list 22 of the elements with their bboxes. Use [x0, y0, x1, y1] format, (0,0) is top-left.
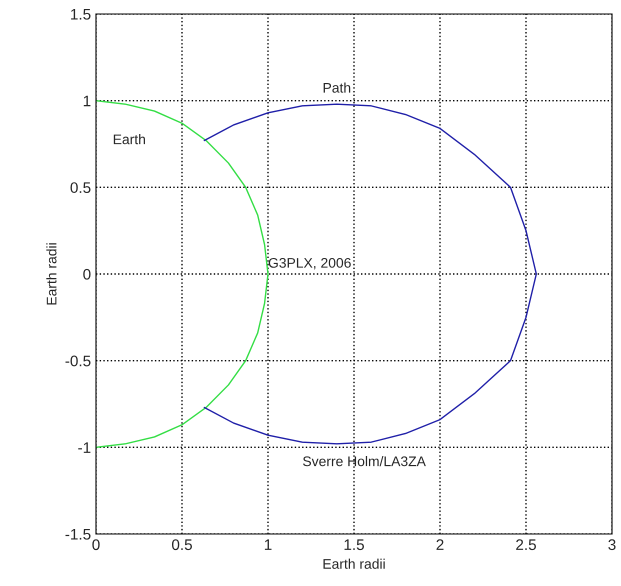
line-series	[96, 100, 269, 448]
y-tick-label: 0	[83, 268, 91, 280]
x-tick-label: 1.5	[344, 539, 364, 550]
x-tick-label: 1	[264, 539, 272, 550]
y-tick-label: -1.5	[65, 529, 90, 540]
annotation: Sverre Holm/LA3ZA	[303, 456, 426, 466]
y-tick-label: 0.5	[70, 182, 90, 194]
series-label: Earth	[114, 134, 145, 144]
y-tick-label: 1	[84, 96, 90, 106]
line-series	[204, 103, 538, 445]
x-tick-label: 2.5	[516, 539, 536, 550]
x-axis-title: Earth radii	[323, 558, 385, 569]
x-tick-label: 3	[608, 539, 616, 550]
x-tick-label: 2	[436, 539, 444, 550]
y-tick-label: 1.5	[71, 9, 90, 20]
y-tick-label: -0.5	[65, 356, 90, 366]
annotation: G3PLX, 2006	[268, 258, 351, 270]
y-axis-title: Earth radii	[46, 243, 57, 305]
x-tick-label: 0	[92, 539, 100, 550]
x-tick-label: 0.5	[172, 539, 192, 550]
y-tick-label: -1	[78, 442, 90, 453]
series-label: Path	[324, 82, 350, 93]
